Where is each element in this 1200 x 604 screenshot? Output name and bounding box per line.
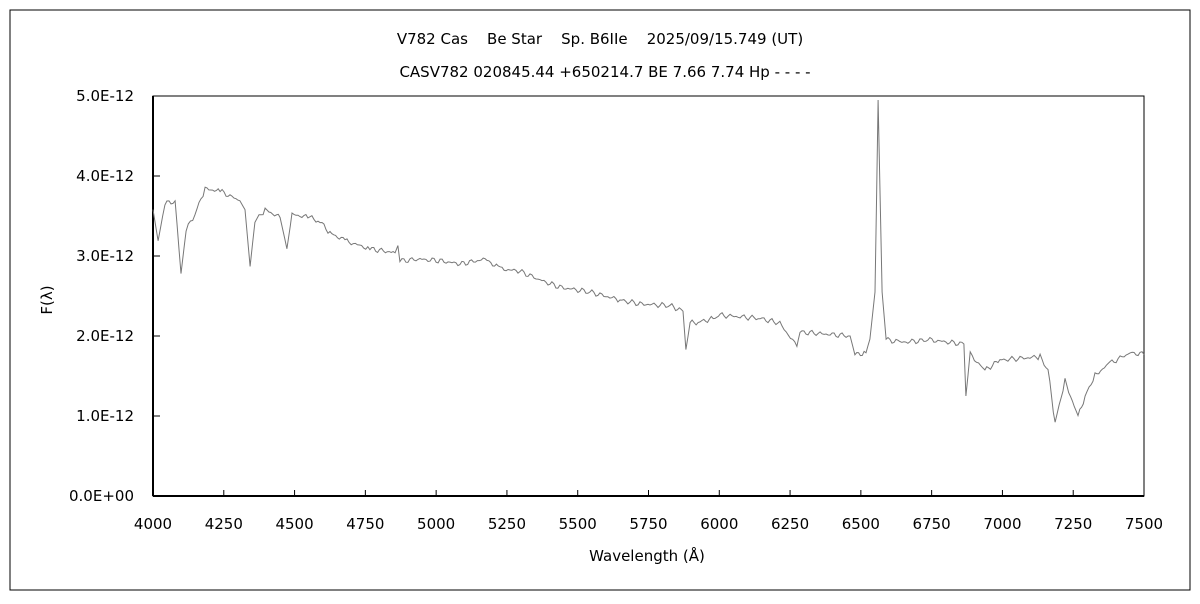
x-tick-label: 5250 xyxy=(488,515,526,533)
x-tick-label: 6000 xyxy=(700,515,738,533)
x-tick-label: 6750 xyxy=(913,515,951,533)
y-tick-label: 1.0E-12 xyxy=(76,407,134,425)
x-tick-label: 5500 xyxy=(559,515,597,533)
spectrum-line xyxy=(152,99,1145,423)
x-tick-label: 7500 xyxy=(1125,515,1163,533)
y-tick-label: 5.0E-12 xyxy=(76,87,134,105)
y-tick-label: 2.0E-12 xyxy=(76,327,134,345)
plot-area xyxy=(152,95,1145,497)
x-tick-label: 7000 xyxy=(983,515,1021,533)
y-tick-label: 4.0E-12 xyxy=(76,167,134,185)
y-tick-label: 3.0E-12 xyxy=(76,247,134,265)
y-tick-label: 0.0E+00 xyxy=(69,487,134,505)
x-tick-label: 6500 xyxy=(842,515,880,533)
x-tick-label: 6250 xyxy=(771,515,809,533)
x-tick-label: 4750 xyxy=(346,515,384,533)
x-axis-label: Wavelength (Å) xyxy=(589,546,705,565)
x-tick-label: 5750 xyxy=(629,515,667,533)
chart-subtitle: CASV782 020845.44 +650214.7 BE 7.66 7.74… xyxy=(399,63,810,81)
x-tick-label: 4250 xyxy=(205,515,243,533)
x-tick-label: 7250 xyxy=(1054,515,1092,533)
y-axis-label: F(λ) xyxy=(38,285,56,314)
x-tick-label: 4500 xyxy=(275,515,313,533)
chart-title: V782 Cas Be Star Sp. B6IIe 2025/09/15.74… xyxy=(397,30,803,48)
outer-frame xyxy=(9,9,1191,591)
x-tick-label: 4000 xyxy=(134,515,172,533)
x-tick-label: 5000 xyxy=(417,515,455,533)
